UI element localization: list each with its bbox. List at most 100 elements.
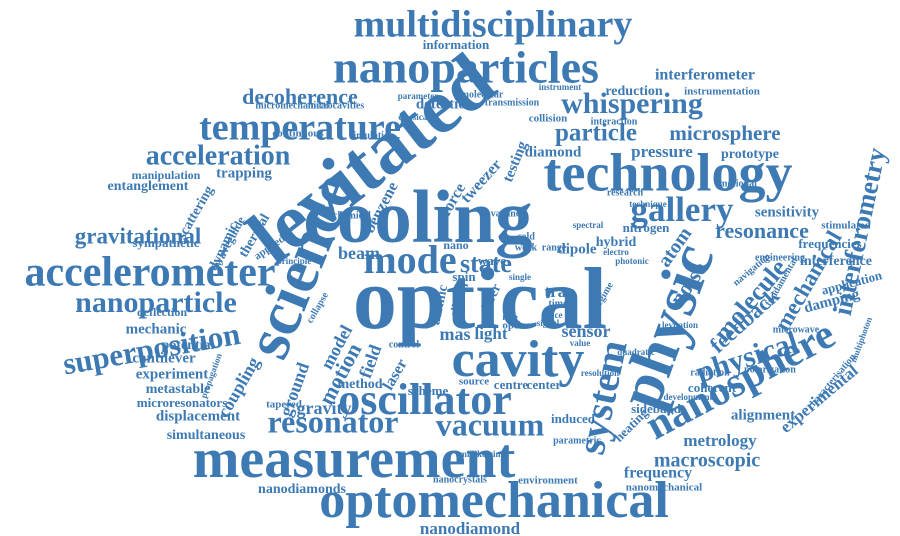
cloud-word-transmission: transmission	[485, 97, 540, 108]
cloud-word-pressure: pressure	[631, 142, 693, 161]
cloud-word-experiment: experiment	[136, 366, 208, 382]
cloud-word-levitation: levitation	[662, 320, 698, 330]
cloud-word-whispering: whispering	[561, 87, 703, 120]
cloud-word-cooling: cooling	[303, 176, 532, 259]
cloud-word-particle: particle	[555, 120, 637, 147]
cloud-word-metrology: metrology	[683, 431, 757, 450]
cloud-word-decoherence: decoherence	[242, 84, 358, 109]
cloud-word-millikelvin: millikelvin	[459, 449, 500, 459]
cloud-word-chemical: chemical	[333, 210, 371, 221]
cloud-word-center: center	[527, 377, 562, 392]
cloud-word-nanoparticles: nanoparticles	[333, 42, 599, 93]
cloud-word-multidisciplinary: multidisciplinary	[354, 4, 633, 46]
cloud-word-macroscopic: macroscopic	[654, 450, 760, 472]
cloud-word-micromechanical: micromechanical	[255, 100, 328, 111]
cloud-word-technique: technique	[629, 199, 667, 209]
cloud-word-research: research	[607, 187, 644, 198]
cloud-word-temperature: temperature	[199, 107, 401, 149]
cloud-word-microsphere: microsphere	[669, 121, 780, 145]
cloud-word-time: time	[549, 298, 568, 309]
cloud-word-weak: weak	[515, 242, 538, 253]
cloud-word-optomechanical: optomechanical	[319, 472, 669, 529]
cloud-word-environment: environment	[518, 475, 578, 487]
cloud-word-rate: rate	[502, 312, 518, 322]
cloud-word-gravitational: gravitational	[75, 223, 202, 248]
cloud-word-sensitivity: sensitivity	[755, 204, 820, 220]
cloud-word-trapping: trapping	[216, 165, 272, 181]
cloud-word-hybrid: hybrid	[596, 235, 637, 250]
cloud-word-deflection: deflection	[137, 305, 187, 319]
cloud-word-interference: interference	[800, 254, 872, 269]
cloud-word-information: information	[423, 37, 490, 52]
cloud-word-resonance: resonance	[715, 218, 809, 243]
cloud-word-induced: induced	[551, 411, 596, 426]
cloud-word-parameter: parameter	[398, 91, 438, 101]
cloud-word-polarization: polarization	[744, 364, 796, 375]
cloud-word-nitrogen: nitrogen	[623, 220, 670, 235]
cloud-word-gravity: gravity	[297, 398, 352, 418]
cloud-word-principle: principle	[277, 256, 312, 266]
cloud-word-displacement: displacement	[156, 408, 240, 424]
cloud-word-method: method	[337, 377, 382, 392]
cloud-word-alignment: alignment	[731, 407, 795, 423]
cloud-word-potential: potential	[162, 338, 215, 353]
cloud-word-space: space	[542, 310, 563, 320]
cloud-word-resolution: resolution	[581, 368, 619, 378]
cloud-word-oscillator: oscillator	[338, 375, 512, 424]
cloud-word-nanomechanical: nanomechanical	[626, 482, 702, 494]
cloud-word-spectral: spectral	[573, 220, 604, 230]
cloud-word-technology: technology	[544, 142, 793, 202]
cloud-word-accelerometer: accelerometer	[24, 250, 275, 296]
cloud-word-mechanic: mechanic	[126, 321, 187, 337]
cloud-word-electro: electro	[603, 247, 629, 257]
cloud-word-sympathetic: sympathetic	[132, 235, 199, 250]
cloud-word-cavity: cavity	[452, 331, 585, 388]
cloud-word-interferometer: interferometer	[655, 67, 755, 84]
cloud-word-reduction: reduction	[605, 84, 663, 99]
cloud-word-dipole: dipole	[557, 241, 597, 257]
cloud-word-engineering: engineering	[755, 252, 805, 263]
cloud-word-entanglement: entanglement	[108, 179, 189, 194]
cloud-word-optic: optic	[502, 320, 525, 332]
cloud-word-nanodiamonds: nanodiamonds	[258, 482, 346, 497]
cloud-word-cold: cold	[517, 231, 535, 242]
cloud-word-measurement: measurement	[193, 428, 516, 490]
cloud-word-mode: mode	[363, 237, 456, 282]
cloud-word-acceleration: acceleration	[146, 140, 291, 171]
cloud-word-resonator: resonator	[268, 403, 399, 439]
cloud-word-nano: nano	[443, 238, 468, 252]
cloud-word-beam: beam	[338, 243, 380, 263]
cloud-word-range: range	[542, 242, 567, 253]
cloud-word-photonic: photonic	[615, 256, 649, 266]
cloud-word-wave: wave	[478, 253, 506, 268]
cloud-word-microcavities: microcavities	[308, 100, 365, 111]
cloud-word-light: light	[474, 324, 507, 343]
cloud-word-manipulation: manipulation	[132, 168, 201, 182]
cloud-word-centre: centre	[494, 377, 529, 392]
cloud-word-coherent: coherent	[688, 380, 737, 395]
cloud-word-frequency: frequency	[624, 465, 692, 482]
cloud-word-control: control	[389, 339, 420, 350]
cloud-word-metastable: metastable	[146, 382, 211, 397]
cloud-word-single: single	[509, 272, 531, 282]
cloud-word-spin: spin	[452, 269, 476, 284]
cloud-word-vacancy: vacancy	[491, 208, 525, 219]
cloud-word-stimulated: stimulated	[821, 220, 871, 232]
cloud-word-nanoparticle: nanoparticle	[75, 286, 237, 319]
cloud-word-microresonators: microresonators	[137, 395, 228, 410]
cloud-word-optical: optical	[353, 251, 607, 348]
cloud-word-scheme: scheme	[408, 383, 449, 398]
cloud-word-cantilever: cantilever	[132, 350, 196, 366]
cloud-word-parametric: parametric	[553, 435, 601, 446]
cloud-word-tapered: tapered	[266, 399, 302, 411]
cloud-word-vacuum: vacuum	[436, 406, 545, 442]
cloud-word-signal: signal	[537, 318, 560, 328]
cloud-word-continuous: continuous	[272, 128, 324, 140]
cloud-word-molecular: molecular	[461, 89, 504, 100]
cloud-word-radiation: radiation	[690, 367, 730, 378]
cloud-word-development: development	[664, 392, 713, 402]
cloud-word-instrument: instrument	[539, 82, 582, 92]
cloud-word-state: state	[460, 249, 512, 278]
cloud-word-motional: motional	[719, 178, 757, 189]
cloud-word-sensor: sensor	[562, 321, 611, 341]
